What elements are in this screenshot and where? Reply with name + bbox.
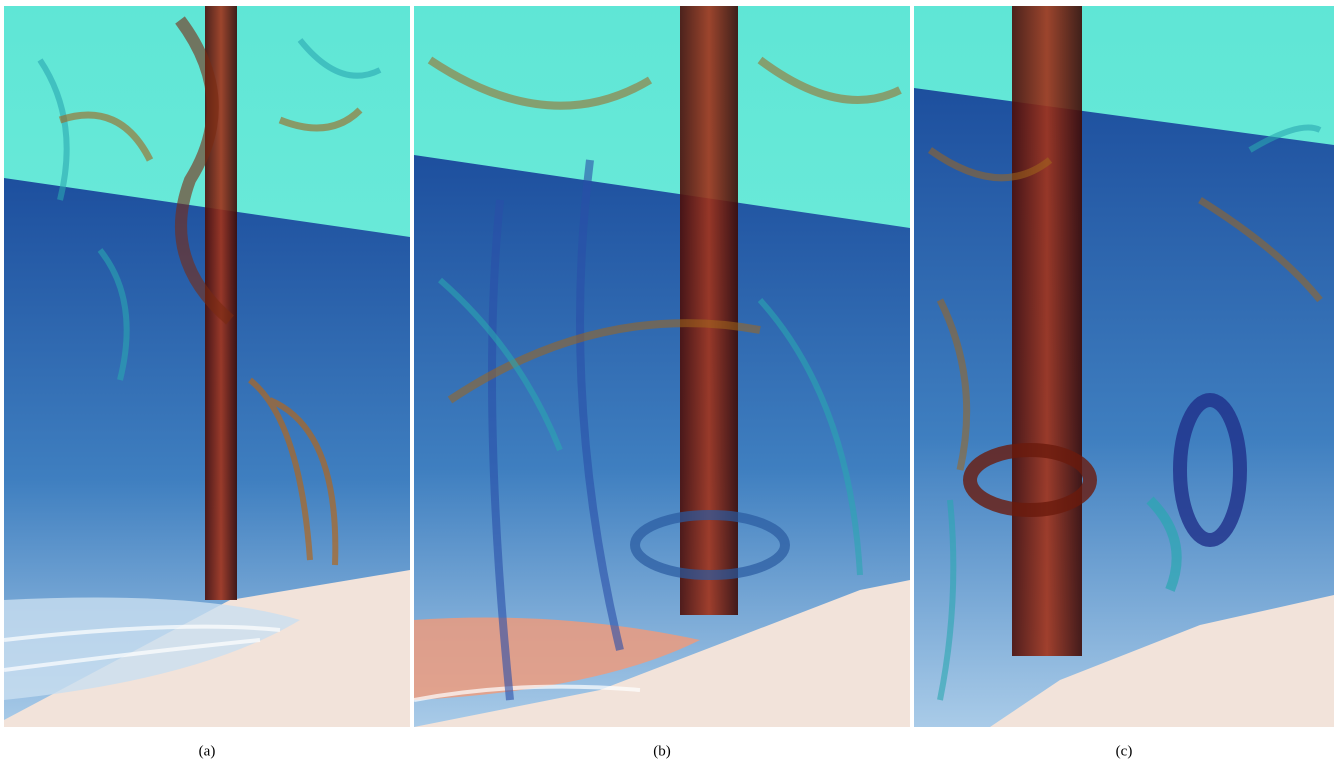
page: (a) (b) (c) (() => { const data = JSON.p…	[0, 0, 1336, 772]
panel-c-image	[914, 6, 1334, 727]
panel-label: (c)	[1116, 743, 1133, 759]
panel-b-image	[414, 6, 910, 727]
panel-label: (a)	[199, 743, 216, 759]
panel-label: (b)	[653, 743, 671, 759]
figure: (a) (b) (c)	[0, 0, 1336, 772]
panel-a-image	[4, 6, 410, 727]
